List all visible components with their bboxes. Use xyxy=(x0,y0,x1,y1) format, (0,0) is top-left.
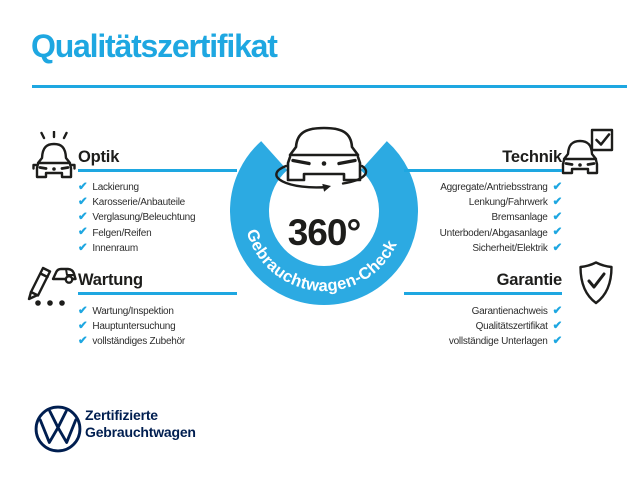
check-icon: ✔ xyxy=(552,335,563,348)
check-icon: ✔ xyxy=(78,226,88,239)
page-title: Qualitätszertifikat xyxy=(31,28,278,64)
section-underline-wartung xyxy=(78,292,237,295)
brand-tagline: Zertifizierte Gebrauchtwagen xyxy=(85,407,196,441)
car-rotation-icon xyxy=(275,126,368,192)
check-icon: ✔ xyxy=(552,196,563,209)
ring xyxy=(230,141,418,305)
checklist-item: Aggregate/Antriebsstrang ✔ xyxy=(440,180,563,194)
check-icon: ✔ xyxy=(552,241,563,254)
check-icon: ✔ xyxy=(78,180,88,193)
check-icon: ✔ xyxy=(78,211,88,224)
section-title-garantie: Garantie xyxy=(496,271,563,289)
check-icon: ✔ xyxy=(552,226,563,239)
checklist-item: ✔ vollständiges Zubehör xyxy=(78,335,185,348)
checklist-item: ✔ Felgen/Reifen xyxy=(78,226,152,239)
check-icon: ✔ xyxy=(78,320,88,333)
checklist-item: ✔ Wartung/Inspektion xyxy=(78,304,174,318)
check-icon: ✔ xyxy=(552,320,563,333)
checklist-item: vollständige Unterlagen ✔ xyxy=(448,335,563,348)
section-underline-optik xyxy=(78,169,237,172)
brand-tagline-line2: Gebrauchtwagen xyxy=(85,424,196,440)
check-icon: ✔ xyxy=(552,180,563,193)
shield-check-icon xyxy=(579,261,613,305)
title-divider xyxy=(32,85,627,88)
checklist-garantie: Garantienachweis ✔ Qualitätszertifikat ✔ v… xyxy=(449,304,562,350)
car-checkbox-icon xyxy=(561,128,614,175)
360-check-badge: Gebrauchtwagen-Check 360° xyxy=(230,126,418,305)
checklist-item: Unterboden/Abgasanlage ✔ xyxy=(439,226,563,239)
checklist-optik: ✔ Lackierung ✔ Karosserie/Anbauteile ✔ Verg… xyxy=(78,180,196,256)
pen-car-checklist-icon xyxy=(27,266,77,306)
checklist-item: ✔ Hauptuntersuchung xyxy=(78,320,176,333)
check-icon: ✔ xyxy=(78,196,88,209)
vw-logo xyxy=(34,405,82,453)
section-title-wartung: Wartung xyxy=(78,271,143,289)
check-icon: ✔ xyxy=(78,335,88,348)
section-title-technik: Technik xyxy=(502,148,562,166)
checklist-item: ✔ Innenraum xyxy=(78,241,138,254)
checklist-item: ✔ Karosserie/Anbauteile xyxy=(78,196,185,209)
checklist-item: Lenkung/Fahrwerk ✔ xyxy=(468,196,563,209)
check-icon: ✔ xyxy=(552,211,563,224)
car-shine-icon xyxy=(32,131,76,179)
checklist-item: ✔ Lackierung xyxy=(78,180,139,194)
degree-value: 360° xyxy=(288,212,361,253)
check-icon: ✔ xyxy=(78,304,88,317)
checklist-item: Garantienachweis ✔ xyxy=(471,304,563,318)
brand-tagline-line1: Zertifizierte xyxy=(85,407,158,423)
checklist-item: Bremsanlage ✔ xyxy=(491,211,563,224)
checklist-item: ✔ Verglasung/Beleuchtung xyxy=(78,211,196,224)
checklist-item: Qualitätszertifikat ✔ xyxy=(475,320,563,333)
checklist-technik: Aggregate/Antriebsstrang ✔ Lenkung/Fahrwe… xyxy=(439,180,563,256)
check-icon: ✔ xyxy=(78,241,88,254)
checklist-wartung: ✔ Wartung/Inspektion ✔ Hauptuntersuchung ✔… xyxy=(78,304,185,350)
section-underline-garantie xyxy=(404,292,562,295)
checklist-item: Sicherheit/Elektrik ✔ xyxy=(472,241,563,254)
section-underline-technik xyxy=(404,169,562,172)
check-icon: ✔ xyxy=(552,304,563,317)
section-title-optik: Optik xyxy=(78,148,120,166)
